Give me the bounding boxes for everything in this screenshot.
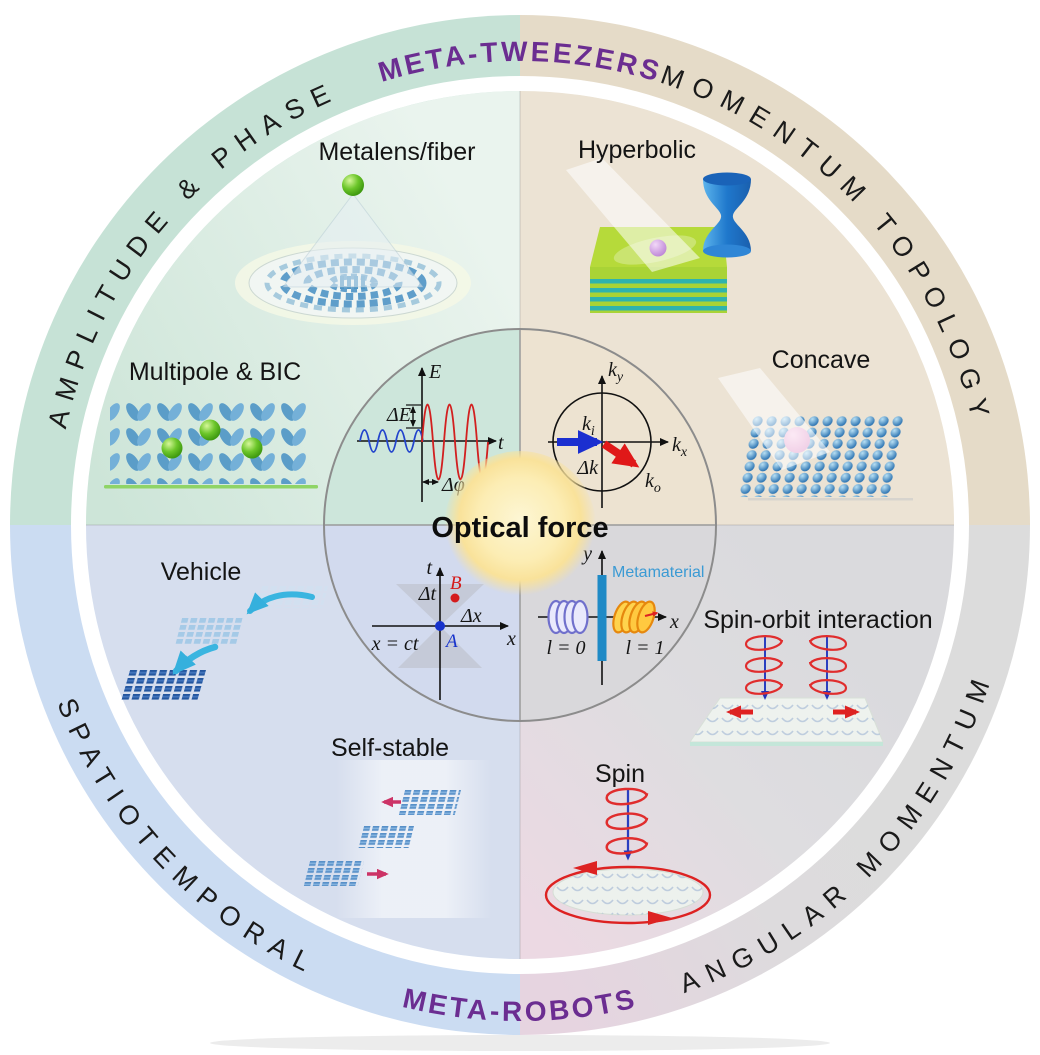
- k-out-arrow: [601, 440, 640, 468]
- momentum-inset: kx ky ki ko Δk: [548, 359, 688, 508]
- ko-label: ko: [645, 470, 661, 496]
- x-axis-label: x: [506, 628, 516, 650]
- delta-k-label: Δk: [576, 457, 599, 479]
- motion-arrow-2: [172, 643, 219, 675]
- incident-beam: [718, 368, 830, 470]
- hub-circle: [444, 451, 596, 603]
- ground-shadow: [210, 1035, 830, 1051]
- t-axis-label: t: [426, 557, 432, 579]
- hub-title: Optical force: [431, 512, 608, 544]
- delta-x-label: Δx: [460, 605, 482, 627]
- concave-illustration: [718, 368, 913, 501]
- motion-arrow-1: [246, 591, 315, 615]
- spin-orbit-illustration: [689, 636, 884, 746]
- ky-label: ky: [608, 359, 624, 385]
- k-circle: [552, 392, 652, 492]
- metasurface-mid: [358, 826, 414, 848]
- modulated-wave: [421, 403, 489, 481]
- event-b-dot: [450, 593, 460, 603]
- trapped-particle-green: [342, 174, 364, 196]
- particle-green-1: [161, 437, 183, 459]
- metasurface-bottom: [303, 861, 364, 886]
- label-multipole-bic: Multipole & BIC: [129, 358, 301, 386]
- label-spin: Spin: [595, 760, 645, 788]
- plate-edge: [690, 742, 883, 746]
- label-self-stable: Self-stable: [331, 734, 449, 762]
- particle-green-2: [199, 419, 221, 441]
- spin-illustration: [544, 789, 712, 925]
- rotation-arrowhead-right: [648, 911, 672, 925]
- label-metalens-fiber: Metalens/fiber: [318, 138, 475, 166]
- rotation-orbit: [544, 865, 712, 925]
- delta-e-label: ΔE: [386, 404, 411, 426]
- gaussian-beam-coil: [547, 599, 589, 635]
- t-axis-label: t: [498, 432, 504, 454]
- label-spin-orbit: Spin-orbit interaction: [703, 606, 932, 634]
- substrate-line: [748, 498, 913, 501]
- self-stable-illustration: [303, 760, 492, 918]
- vehicle-illustration: [120, 586, 328, 702]
- ki-label: ki: [582, 413, 595, 439]
- particle-purple: [649, 239, 667, 257]
- label-hyperbolic: Hyperbolic: [578, 136, 696, 164]
- l0-label: l = 0: [546, 637, 585, 659]
- light-beam-band: [336, 760, 492, 918]
- event-a-label: A: [444, 631, 458, 652]
- plate-texture: [690, 698, 883, 742]
- hyperboloid-bottom: [703, 244, 751, 258]
- metavehicle-mid: [175, 618, 244, 644]
- l1-label: l = 1: [625, 637, 664, 659]
- metasurface-top: [398, 790, 461, 815]
- multipole-bic-illustration: [104, 396, 318, 489]
- delta-t-label: Δt: [418, 583, 437, 605]
- metavehicle-dark: [120, 670, 206, 702]
- substrate-line: [104, 485, 318, 489]
- hyperboloid-top: [703, 172, 751, 186]
- x-axis-label: x: [669, 611, 679, 633]
- rotation-arrowhead-left: [573, 861, 597, 875]
- disk-texture: [553, 869, 703, 915]
- quadrant-item-labels: Metalens/fiber Multipole & BIC Hyperboli…: [129, 136, 933, 788]
- separator-ring: [71, 76, 969, 974]
- focus-cone: [281, 193, 425, 288]
- oam-inset: y x Metamaterial l = 0 l = 1: [538, 543, 704, 685]
- particle-green-3: [241, 437, 263, 459]
- incident-wave: [359, 429, 424, 453]
- metalens-illustration: [235, 174, 471, 325]
- kx-label: kx: [672, 434, 688, 460]
- metamaterial-slab: [597, 575, 607, 661]
- hyperbolic-illustration: [566, 158, 751, 313]
- e-axis-label: E: [428, 361, 441, 383]
- slab-layers: [590, 279, 727, 311]
- event-a-dot: [435, 621, 445, 631]
- hyperboloid-body: [703, 179, 751, 251]
- spacetime-inset: t x Δt Δx x = ct A B: [371, 557, 516, 700]
- inner-circle-outline: [323, 328, 717, 722]
- vortex-beam-helix: [612, 600, 659, 634]
- label-concave: Concave: [772, 346, 871, 374]
- central-hub: Optical force: [431, 451, 609, 603]
- incident-beam: [566, 158, 700, 272]
- metamaterial-label: Metamaterial: [612, 564, 704, 581]
- light-line-label: x = ct: [371, 633, 419, 655]
- event-b-label: B: [450, 573, 462, 594]
- label-vehicle: Vehicle: [161, 558, 242, 586]
